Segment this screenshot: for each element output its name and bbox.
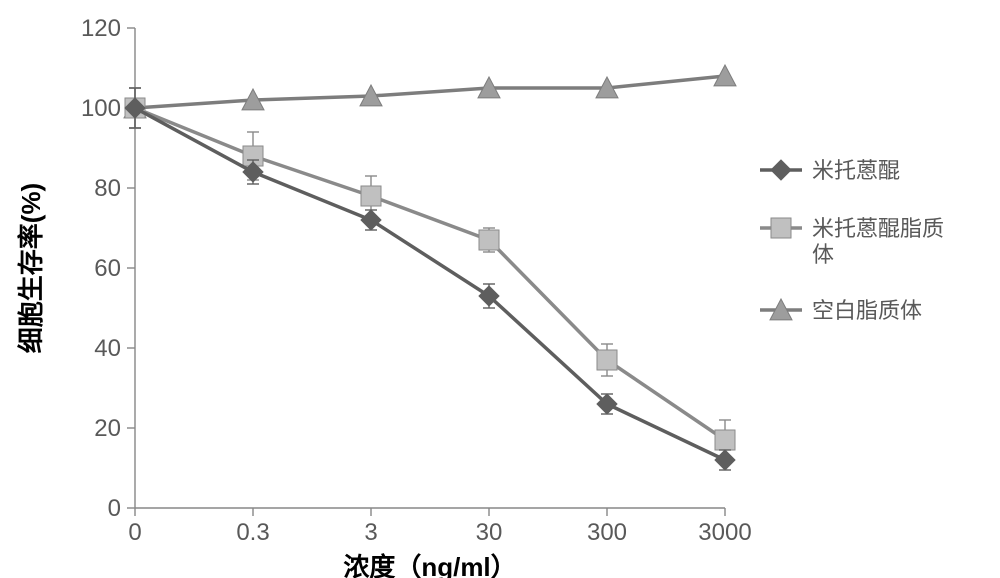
x-tick-label: 0 (128, 519, 141, 546)
cell-viability-chart: 0 20 40 60 80 100 120 0 0.3 3 30 300 3000 浓度（ng/ml） 细胞… (0, 0, 1000, 578)
marker-square (479, 230, 499, 250)
x-tick-label: 3 (364, 519, 377, 546)
y-axis-title: 细胞生存率(%) (16, 183, 46, 353)
x-tick-label: 30 (476, 519, 503, 546)
y-tick-label: 20 (94, 415, 121, 442)
legend-label: 空白脂质体 (812, 298, 922, 323)
legend-item: 米托蒽醌 (760, 158, 900, 183)
x-tick-label: 3000 (698, 519, 751, 546)
y-tick-label: 0 (108, 495, 121, 522)
y-tick-label: 40 (94, 335, 121, 362)
marker-square (771, 218, 791, 238)
marker-square (715, 430, 735, 450)
legend-label: 米托蒽醌 (812, 158, 900, 183)
marker-square (597, 350, 617, 370)
marker-square (361, 186, 381, 206)
chart-container: 0 20 40 60 80 100 120 0 0.3 3 30 300 3000 浓度（ng/ml） 细胞… (0, 0, 1000, 578)
x-tick-label: 0.3 (236, 519, 269, 546)
y-tick-label: 120 (81, 15, 121, 42)
y-tick-label: 100 (81, 95, 121, 122)
x-axis-title: 浓度（ng/ml） (343, 552, 516, 578)
legend-label: 体 (812, 242, 834, 267)
y-tick-label: 60 (94, 255, 121, 282)
y-tick-label: 80 (94, 175, 121, 202)
x-tick-label: 300 (587, 519, 627, 546)
legend-label: 米托蒽醌脂质 (812, 216, 944, 241)
